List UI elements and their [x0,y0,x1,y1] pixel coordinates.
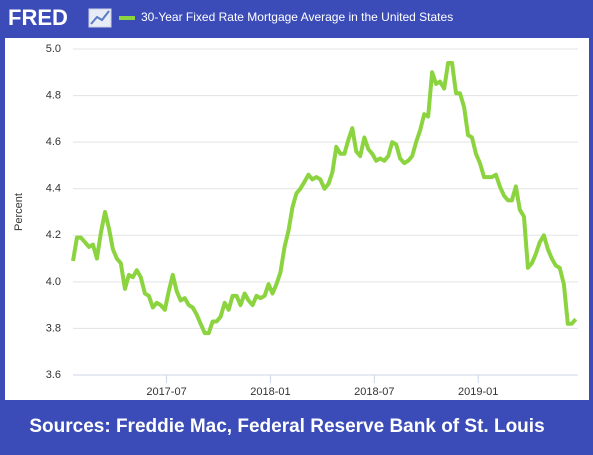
y-tick-label: 3.8 [46,322,61,334]
x-tick-label: 2018-07 [354,386,394,398]
y-tick-label: 5.0 [46,43,61,55]
panel [5,38,589,400]
legend-label: 30-Year Fixed Rate Mortgage Average in t… [141,10,453,24]
series-line [71,60,578,336]
y-tick-label: 4.6 [46,136,61,148]
y-tick-label: 4.4 [46,183,61,195]
x-tick-label: 2017-07 [146,386,186,398]
y-tick-label: 4.2 [46,229,61,241]
x-tick-label: 2019-01 [458,386,498,398]
logo: FRED [8,5,68,30]
source: Sources: Freddie Mac, Federal Reserve Ba… [29,416,544,437]
y-axis-label: Percent [13,193,25,231]
logo-icon [88,8,112,28]
y-tick-label: 4.0 [46,276,61,288]
x-tick-label: 2018-01 [250,386,290,398]
y-tick-label: 3.6 [46,369,61,381]
y-tick-label: 4.8 [46,89,61,101]
